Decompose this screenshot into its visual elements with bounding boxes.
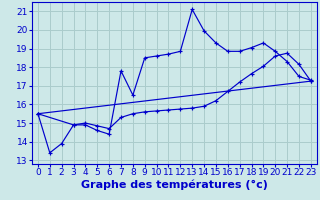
X-axis label: Graphe des températures (°c): Graphe des températures (°c) [81,180,268,190]
